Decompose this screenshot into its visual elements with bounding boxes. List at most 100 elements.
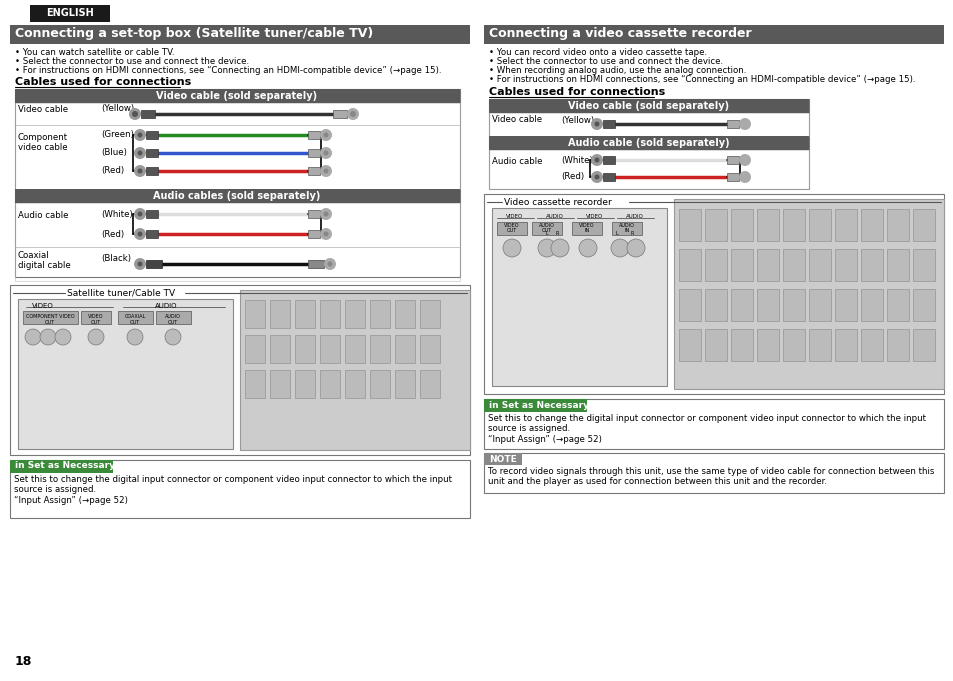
Text: Audio cable: Audio cable (492, 157, 542, 166)
Bar (395, 370, 415, 398)
Bar (834, 329, 856, 361)
Bar (483, 399, 943, 449)
Bar (730, 209, 752, 241)
Text: (Yellow): (Yellow) (101, 104, 134, 114)
Text: • For instructions on HDMI connections, see “Connecting an HDMI-compatible devic: • For instructions on HDMI connections, … (15, 66, 441, 75)
Text: • When recording analog audio, use the analog connection.: • When recording analog audio, use the a… (489, 66, 745, 75)
Bar (808, 249, 830, 281)
Circle shape (610, 239, 628, 257)
Circle shape (324, 258, 335, 270)
Circle shape (137, 168, 142, 174)
Circle shape (133, 165, 146, 177)
Bar (489, 150, 808, 189)
Text: OUT: OUT (91, 319, 101, 325)
Bar (146, 149, 158, 157)
Bar (23, 311, 78, 324)
Circle shape (133, 147, 146, 159)
Circle shape (133, 208, 146, 220)
Bar (308, 131, 319, 139)
Text: R: R (630, 231, 633, 236)
Bar (782, 249, 804, 281)
Text: AUDIO: AUDIO (625, 214, 643, 219)
Bar (308, 230, 319, 238)
Circle shape (594, 121, 598, 127)
Bar (757, 209, 779, 241)
Circle shape (323, 168, 328, 174)
Circle shape (137, 212, 142, 217)
Bar (156, 311, 191, 324)
Bar (345, 300, 365, 328)
Bar (704, 209, 726, 241)
Text: Set this to change the digital input connector or component video input connecto: Set this to change the digital input con… (14, 475, 452, 505)
Text: VIDEO: VIDEO (586, 214, 603, 219)
Bar (270, 335, 290, 363)
Bar (492, 208, 666, 386)
Circle shape (739, 154, 750, 166)
Bar (489, 99, 808, 189)
Bar (886, 329, 908, 361)
Bar (15, 189, 459, 203)
Bar (704, 289, 726, 321)
Text: (White): (White) (101, 210, 132, 219)
Text: in Set as Necessary: in Set as Necessary (15, 462, 115, 471)
Text: (Red): (Red) (101, 229, 124, 238)
Bar (886, 209, 908, 241)
Text: AUDIO
OUT: AUDIO OUT (538, 223, 555, 234)
Bar (270, 370, 290, 398)
Text: video cable: video cable (18, 142, 68, 151)
Text: Video cable (sold separately): Video cable (sold separately) (156, 91, 317, 101)
Bar (245, 335, 265, 363)
Circle shape (739, 171, 750, 183)
Bar (483, 453, 943, 493)
Bar (726, 173, 739, 181)
Circle shape (25, 329, 41, 345)
Circle shape (537, 239, 556, 257)
Text: AUDIO: AUDIO (545, 214, 563, 219)
Bar (679, 289, 700, 321)
Text: digital cable: digital cable (18, 261, 71, 270)
Bar (81, 311, 111, 324)
Bar (15, 89, 459, 277)
Bar (808, 209, 830, 241)
Bar (808, 329, 830, 361)
Bar (497, 222, 526, 235)
Bar (679, 249, 700, 281)
Bar (245, 300, 265, 328)
Text: ENGLISH: ENGLISH (46, 8, 93, 18)
Bar (726, 156, 739, 164)
Circle shape (319, 147, 332, 159)
Bar (612, 222, 641, 235)
Text: Connecting a set-top box (Satellite tuner/cable TV): Connecting a set-top box (Satellite tune… (15, 27, 373, 40)
Text: in Set as Necessary: in Set as Necessary (489, 400, 588, 409)
Text: • Select the connector to use and connect the device.: • Select the connector to use and connec… (15, 57, 249, 66)
Bar (15, 203, 459, 247)
Circle shape (133, 129, 146, 141)
Text: R: R (555, 231, 558, 236)
Bar (10, 25, 470, 44)
Bar (141, 110, 154, 118)
Bar (861, 209, 882, 241)
Bar (308, 149, 319, 157)
Text: OUT: OUT (45, 319, 55, 325)
Circle shape (133, 228, 146, 240)
Circle shape (590, 118, 602, 130)
Bar (370, 335, 390, 363)
Bar (730, 329, 752, 361)
Bar (572, 222, 601, 235)
Bar (483, 25, 943, 44)
Bar (308, 260, 324, 268)
Bar (782, 209, 804, 241)
Bar (912, 289, 934, 321)
Bar (861, 289, 882, 321)
Circle shape (594, 157, 598, 163)
Bar (146, 210, 158, 218)
Circle shape (626, 239, 644, 257)
Bar (118, 311, 152, 324)
Text: L: L (615, 231, 618, 236)
Text: Audio cables (sold separately): Audio cables (sold separately) (153, 191, 320, 201)
Text: VIDEO: VIDEO (506, 214, 523, 219)
Text: Video cable: Video cable (18, 104, 68, 114)
Bar (834, 249, 856, 281)
Circle shape (132, 111, 138, 117)
Bar (602, 173, 615, 181)
